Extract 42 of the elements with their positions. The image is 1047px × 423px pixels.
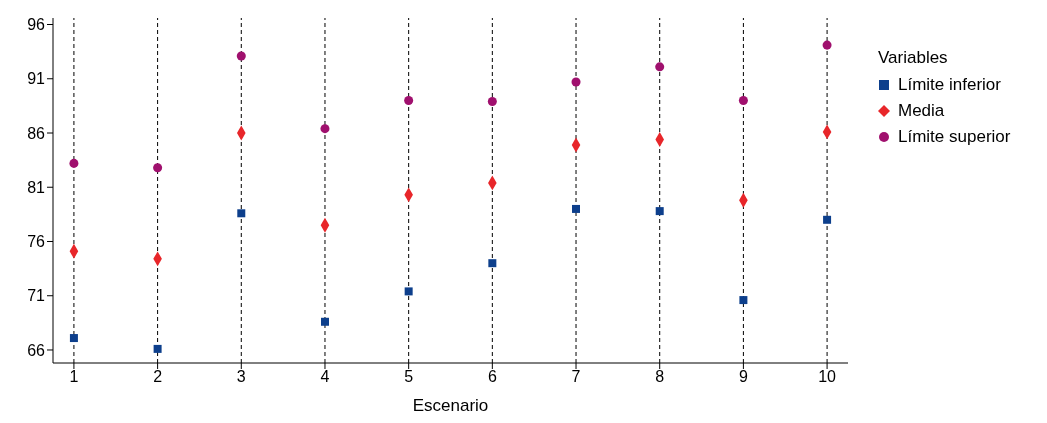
x-tick-label: 2 (153, 368, 163, 386)
point (320, 317, 329, 326)
y-tick-label: 86 (27, 124, 46, 142)
point (404, 95, 414, 105)
point (571, 77, 581, 87)
point (822, 40, 832, 50)
point (236, 51, 246, 61)
point (655, 62, 665, 72)
y-tick-label: 91 (27, 70, 46, 88)
legend-label: Media (898, 101, 945, 121)
y-tick-label: 81 (27, 178, 46, 196)
x-tick-label: 7 (571, 368, 581, 386)
point (69, 158, 79, 168)
y-tick-label: 96 (27, 16, 46, 34)
point (153, 163, 163, 173)
x-tick-label: 3 (236, 368, 246, 386)
point (738, 95, 748, 105)
x-tick-label: 6 (487, 368, 497, 386)
point (823, 215, 832, 224)
point (572, 204, 581, 213)
y-tick-label: 71 (27, 287, 46, 305)
x-tick-label: 5 (404, 368, 414, 386)
point (739, 296, 748, 305)
y-tick-label: 76 (27, 233, 46, 251)
x-tick-label: 8 (655, 368, 665, 386)
x-tick-label: 1 (69, 368, 79, 386)
x-tick-label: 10 (818, 368, 837, 386)
x-tick-label: 9 (738, 368, 748, 386)
point (404, 287, 413, 296)
point (488, 259, 497, 268)
x-axis-title: Escenario (412, 396, 489, 415)
point (655, 207, 664, 216)
point (153, 344, 162, 353)
point (487, 97, 497, 107)
x-tick-label: 4 (320, 368, 330, 386)
legend-label: Límite inferior (898, 75, 1001, 95)
y-tick-label: 66 (27, 341, 46, 359)
point (320, 124, 330, 134)
legend-label: Límite superior (898, 127, 1011, 147)
point (69, 334, 78, 343)
point (237, 209, 246, 218)
legend-title: Variables (878, 48, 949, 68)
